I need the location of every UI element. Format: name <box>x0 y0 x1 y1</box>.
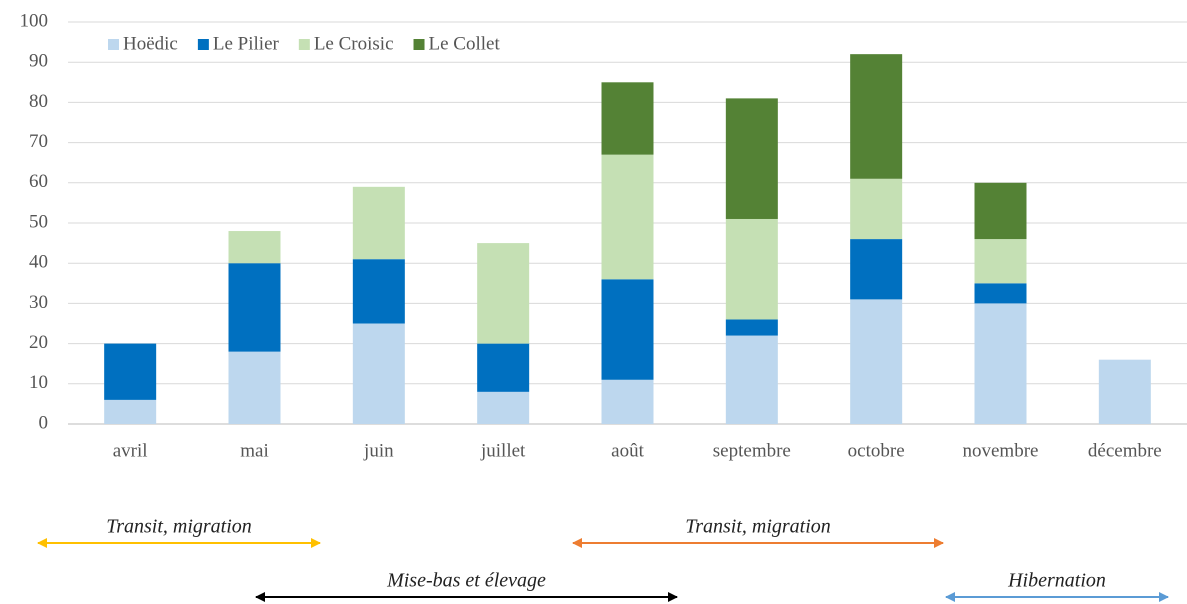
bar-segment <box>104 399 157 424</box>
bar-segment <box>601 154 654 280</box>
bar-segment <box>974 182 1027 240</box>
legend-label: Hoëdic <box>123 33 178 54</box>
y-tick-label: 80 <box>29 91 48 112</box>
bar-segment <box>1098 359 1151 424</box>
bar-segment <box>850 54 903 179</box>
legend-swatch <box>108 39 119 50</box>
bar-segment <box>228 263 281 352</box>
y-tick-label: 100 <box>20 10 49 31</box>
annotation-text: Hibernation <box>1007 570 1106 592</box>
bar-segment <box>477 343 530 392</box>
legend-swatch <box>298 39 310 50</box>
bar-segment <box>725 98 778 219</box>
y-tick-label: 50 <box>29 211 48 232</box>
legend-label: Le Croisic <box>314 33 394 54</box>
bar-segment <box>352 186 405 260</box>
bar-segment <box>725 335 778 424</box>
x-tick-label: avril <box>113 440 148 461</box>
annotation-text: Transit, migration <box>685 516 831 538</box>
legend-label: Le Collet <box>429 33 501 54</box>
x-tick-label: septembre <box>713 440 791 461</box>
bar-segment <box>228 231 281 264</box>
bar-segment <box>850 178 903 240</box>
bar-segment <box>725 218 778 320</box>
x-tick-label: octobre <box>848 440 905 461</box>
y-tick-label: 20 <box>29 332 48 353</box>
x-tick-label: novembre <box>963 440 1039 461</box>
bar-segment <box>974 239 1027 284</box>
bar-segment <box>601 379 654 424</box>
y-tick-label: 30 <box>29 292 48 313</box>
y-tick-label: 10 <box>29 372 48 393</box>
bar-segment <box>850 239 903 300</box>
bar-segment <box>850 299 903 424</box>
x-tick-label: juin <box>363 440 394 461</box>
bar-segment <box>352 259 405 324</box>
bar-segment <box>974 283 1027 304</box>
bar-segment <box>477 391 530 424</box>
bar-segment <box>104 343 157 400</box>
bar-segment <box>601 279 654 380</box>
bar-segment <box>477 243 530 344</box>
legend-label: Le Pilier <box>213 33 280 54</box>
annotation-text: Mise-bas et élevage <box>386 570 546 592</box>
bar-segment <box>352 323 405 424</box>
y-tick-label: 90 <box>29 51 48 72</box>
y-tick-label: 60 <box>29 171 48 192</box>
legend-swatch <box>413 39 425 50</box>
y-tick-label: 0 <box>39 412 49 433</box>
x-tick-label: décembre <box>1088 440 1162 461</box>
bar-segment <box>725 319 778 336</box>
x-tick-label: juillet <box>480 440 526 461</box>
x-tick-label: mai <box>240 440 269 461</box>
y-tick-label: 40 <box>29 252 48 273</box>
annotation-text: Transit, migration <box>106 516 252 538</box>
legend-swatch <box>197 39 209 50</box>
bar-segment <box>601 82 654 155</box>
bar-segment <box>228 351 281 424</box>
x-tick-label: août <box>611 440 644 461</box>
bar-segment <box>974 303 1027 424</box>
y-tick-label: 70 <box>29 131 48 152</box>
